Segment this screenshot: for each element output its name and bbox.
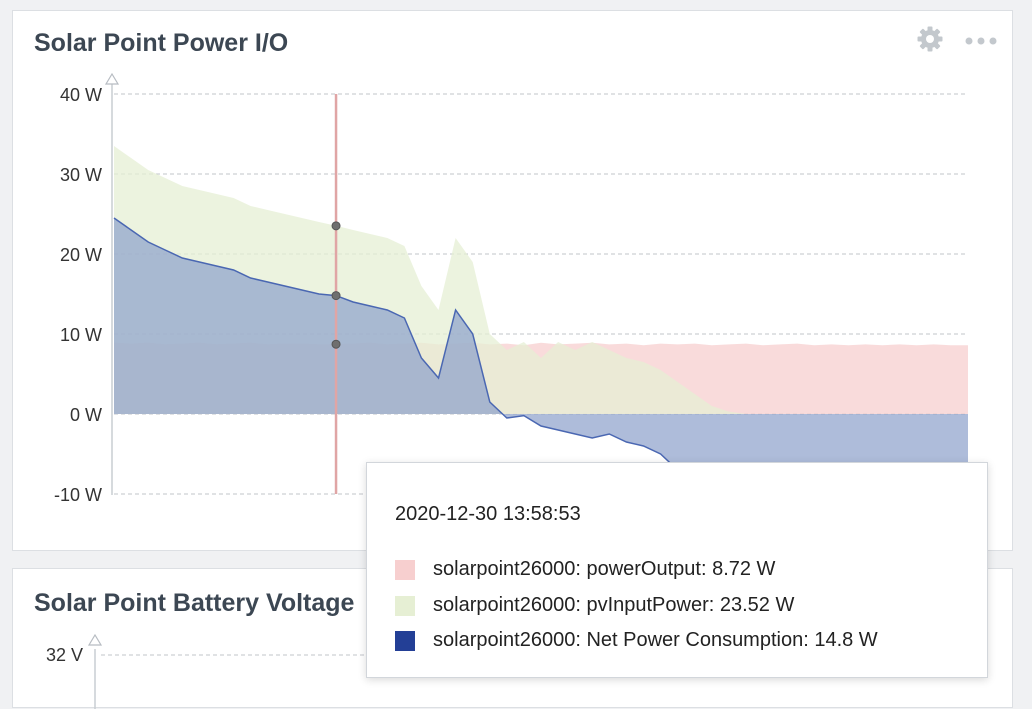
chart-tooltip: 2020-12-30 13:58:53 solarpoint26000: pow… <box>366 462 988 678</box>
panel-title: Solar Point Power I/O <box>34 29 289 57</box>
hover-point <box>331 291 341 301</box>
y-axis-arrow <box>87 633 103 646</box>
series-area <box>114 218 968 494</box>
y-tick-label: 20 W <box>60 245 102 265</box>
legend-swatch <box>395 630 415 651</box>
y-tick-label: -10 W <box>54 485 102 505</box>
tooltip-row-power-output: solarpoint26000: powerOutput: 8.72 W <box>395 558 775 581</box>
tooltip-label: solarpoint26000: powerOutput: 8.72 W <box>433 558 776 580</box>
series-areas <box>113 146 968 495</box>
panel-toolbar <box>916 25 998 58</box>
legend-swatch <box>395 559 415 580</box>
hover-crosshair <box>331 94 341 494</box>
y-axis-ticks: 40 W 30 W 20 W 10 W 0 W -10 W <box>54 85 102 505</box>
y-tick-label: 32 V <box>46 645 83 665</box>
tooltip-row-net-power: solarpoint26000: Net Power Consumption: … <box>395 629 878 652</box>
power-chart[interactable]: 40 W 30 W 20 W 10 W 0 W -10 W <box>0 0 1032 551</box>
tooltip-timestamp: 2020-12-30 13:58:53 <box>395 503 581 525</box>
hover-point <box>331 221 341 231</box>
legend-swatch <box>395 595 415 616</box>
y-tick-label: 10 W <box>60 325 102 345</box>
y-tick-label: 40 W <box>60 85 102 105</box>
gear-icon[interactable] <box>916 25 944 58</box>
tooltip-label: solarpoint26000: pvInputPower: 23.52 W <box>433 594 795 616</box>
more-horizontal-icon[interactable] <box>964 33 998 51</box>
tooltip-row-pv-input: solarpoint26000: pvInputPower: 23.52 W <box>395 594 794 617</box>
y-tick-label: 30 W <box>60 165 102 185</box>
y-axis <box>104 72 120 495</box>
panel-title: Solar Point Battery Voltage <box>34 589 355 617</box>
y-tick-label: 0 W <box>70 405 102 425</box>
hover-point <box>331 339 341 349</box>
tooltip-label: solarpoint26000: Net Power Consumption: … <box>433 629 878 651</box>
